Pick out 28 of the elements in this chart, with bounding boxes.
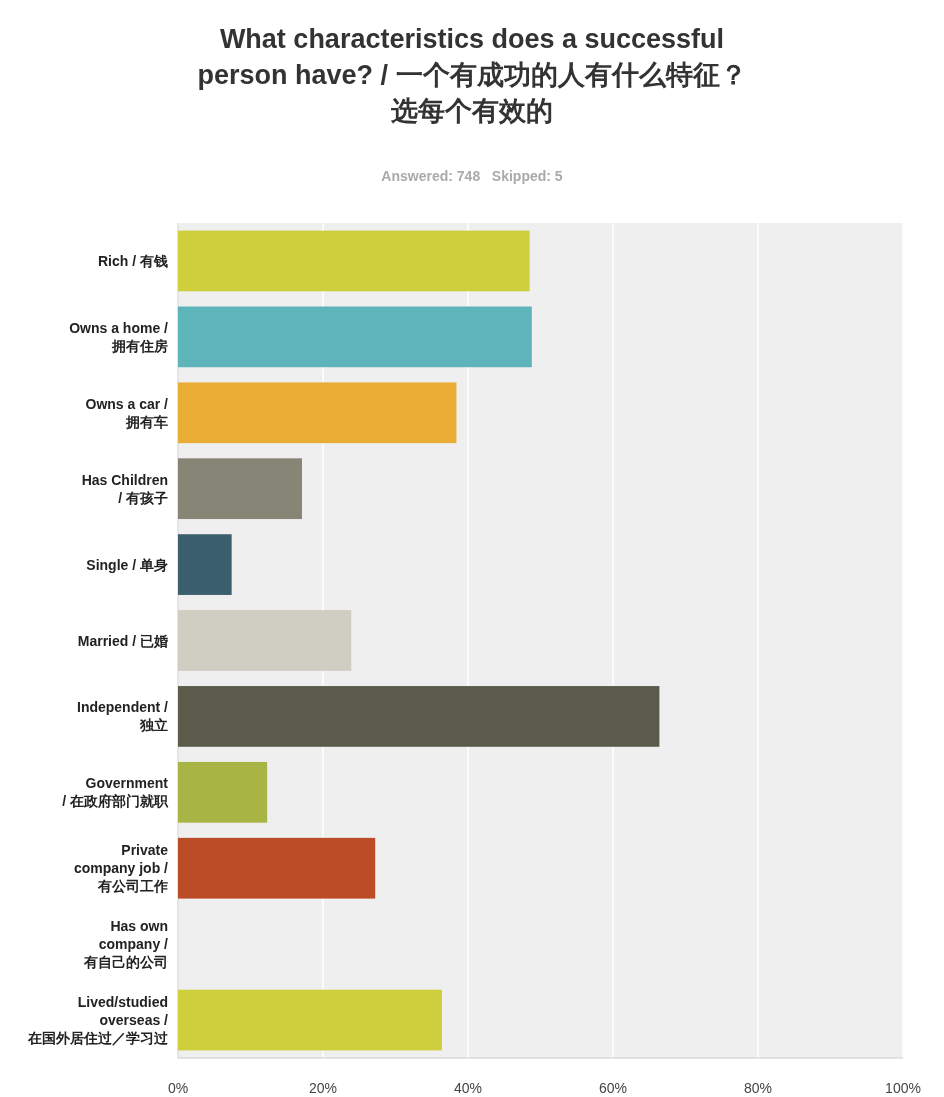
chart-subtitle: Answered: 748 Skipped: 5: [381, 168, 563, 184]
y-tick-label: Private company job / 有公司工作: [73, 842, 169, 895]
bar: [178, 989, 442, 1051]
x-tick-label: 80%: [743, 1080, 773, 1096]
y-tick-label: Single / 单身: [86, 556, 168, 573]
y-tick-label: Has own company / 有自己的公司: [83, 918, 169, 971]
y-tick-label: Owns a car / 拥有车: [85, 395, 169, 430]
bar: [178, 382, 457, 444]
x-tick-label: 100%: [885, 1080, 921, 1096]
x-tick-label: 40%: [453, 1080, 483, 1096]
y-tick-label: Government / 在政府部门就职: [62, 775, 169, 810]
y-tick-label: Independent / 独立: [77, 699, 169, 734]
y-tick-label: Lived/studied overseas / 在国外居住过／学习过: [27, 994, 169, 1047]
chart-title: What characteristics does a successful person have? / 一个有成功的人有什么特征？选每个有效的: [197, 24, 747, 126]
bar: [178, 230, 530, 292]
x-tick-label: 20%: [308, 1080, 338, 1096]
y-tick-label: Married / 已婚: [77, 632, 168, 649]
bar: [178, 686, 660, 747]
x-tick-label: 0%: [167, 1080, 189, 1096]
bar: [178, 458, 302, 520]
bar: [178, 306, 532, 368]
y-tick-label: Has Children / 有孩子: [81, 471, 168, 506]
y-tick-label: Owns a home / 拥有住房: [69, 319, 169, 354]
bar: [178, 534, 232, 595]
y-tick-label: Rich / 有钱: [97, 252, 168, 269]
bar: [178, 761, 268, 823]
bar: [178, 837, 376, 899]
x-tick-label: 60%: [598, 1080, 628, 1096]
